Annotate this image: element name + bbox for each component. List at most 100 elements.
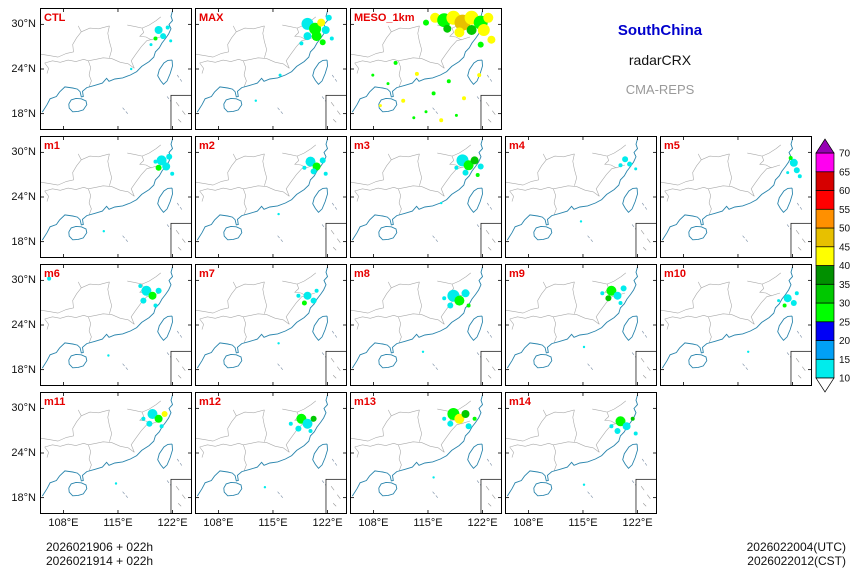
- province-boundary: [243, 185, 290, 197]
- province-boundary: [606, 400, 626, 413]
- colorbar-tick-label: 65: [839, 167, 851, 178]
- province-boundary: [659, 153, 702, 186]
- panel-label: m6: [44, 268, 60, 280]
- inset-box: [170, 222, 192, 258]
- coastline: [312, 315, 328, 341]
- province-boundary: [572, 409, 578, 442]
- coastline: [157, 59, 173, 85]
- panel-m14: m14: [504, 392, 657, 514]
- province-boundary: [88, 185, 135, 197]
- x-tick-label: 108°E: [358, 517, 389, 529]
- province-boundary: [44, 186, 89, 192]
- map-canvas: m14: [504, 392, 657, 514]
- province-boundary: [440, 420, 471, 453]
- province-boundary: [44, 190, 49, 202]
- map-canvas: MAX: [194, 8, 347, 130]
- coastline: [661, 138, 794, 241]
- dash-line: [432, 107, 440, 116]
- coastline: [533, 481, 553, 497]
- province-boundary: [440, 164, 471, 197]
- province-boundary: [504, 409, 547, 442]
- coastline: [223, 97, 243, 113]
- province-boundary: [664, 186, 709, 192]
- colorbar-tick-label: 30: [839, 299, 851, 310]
- province-boundary: [88, 57, 135, 69]
- province-boundary: [199, 318, 204, 330]
- dash-line: [277, 491, 285, 500]
- province-boundary: [262, 25, 268, 58]
- panel-CTL: CTL: [39, 8, 192, 130]
- province-boundary: [44, 446, 49, 458]
- province-boundary: [354, 314, 399, 320]
- province-boundary: [664, 314, 709, 320]
- province-boundary: [354, 442, 399, 448]
- province-boundary: [39, 25, 82, 58]
- radar-echoes: [277, 156, 328, 216]
- province-boundary: [194, 409, 237, 442]
- x-tick-label: 122°E: [157, 517, 188, 529]
- footer-left-line2: 2026021914 + 022h: [46, 554, 154, 568]
- coastline: [41, 138, 174, 241]
- panel-MESO_1km: MESO_1km: [349, 8, 502, 130]
- province-boundary: [282, 280, 307, 297]
- province-boundary: [572, 153, 578, 186]
- panel-m1: m1: [39, 136, 192, 258]
- coastline: [622, 315, 638, 341]
- map-canvas: m4: [504, 136, 657, 258]
- province-boundary: [708, 188, 712, 216]
- coastline: [688, 225, 708, 241]
- y-tick-label: 18°N: [11, 363, 36, 376]
- province-boundary: [659, 281, 702, 314]
- footer-right-line2: 2026022012(CST): [747, 554, 846, 568]
- panel-frame: [350, 264, 502, 386]
- panel-frame: [505, 136, 657, 258]
- x-tick-label: 115°E: [568, 517, 598, 529]
- coastline: [223, 481, 243, 497]
- radar-echoes: [263, 413, 317, 489]
- inset-box: [790, 350, 812, 386]
- map-canvas: m1: [39, 136, 192, 258]
- dash-line: [331, 458, 338, 466]
- province-boundary: [199, 442, 244, 448]
- colorbar-tick-label: 60: [839, 186, 851, 197]
- inset-box: [635, 478, 657, 514]
- radar-echoes: [579, 156, 638, 223]
- map-canvas: m9: [504, 264, 657, 386]
- province-boundary: [349, 25, 392, 58]
- colorbar-tick-label: 40: [839, 261, 851, 272]
- inset-box: [170, 350, 192, 386]
- coastline: [196, 138, 329, 241]
- dash-line: [176, 458, 183, 466]
- panel-frame: [505, 264, 657, 386]
- y-tick-label: 24°N: [11, 63, 36, 75]
- x-tick-label: 115°E: [413, 517, 443, 529]
- coastline: [223, 225, 243, 241]
- panel-frame: [350, 392, 502, 514]
- province-boundary: [417, 25, 423, 58]
- province-boundary: [417, 281, 423, 314]
- province-boundary: [504, 153, 547, 186]
- map-canvas: m3: [349, 136, 502, 258]
- province-boundary: [595, 164, 626, 197]
- coastline: [661, 266, 794, 369]
- y-tick-label: 18°N: [11, 491, 36, 504]
- province-boundary: [354, 58, 399, 64]
- province-boundary: [440, 36, 471, 69]
- province-boundary: [236, 281, 265, 289]
- coastline: [506, 266, 639, 369]
- province-boundary: [243, 188, 247, 216]
- province-boundary: [199, 58, 244, 64]
- panel-label: MESO_1km: [354, 12, 415, 24]
- province-boundary: [44, 62, 49, 74]
- province-boundary: [127, 24, 152, 41]
- dash-line: [277, 363, 285, 372]
- province-boundary: [606, 272, 626, 285]
- dash-line: [641, 330, 648, 338]
- map-canvas: m12: [194, 392, 347, 514]
- panel-m10: m10: [659, 264, 812, 386]
- dash-line: [587, 235, 595, 244]
- province-boundary: [243, 313, 290, 325]
- coastline: [68, 97, 88, 113]
- dash-line: [331, 202, 338, 210]
- coastline: [351, 138, 484, 241]
